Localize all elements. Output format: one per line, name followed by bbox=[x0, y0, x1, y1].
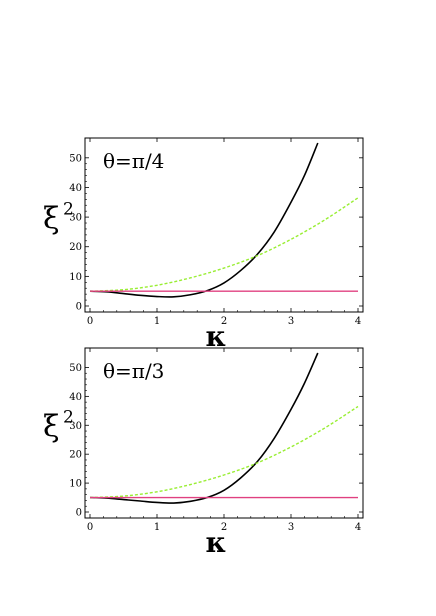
y-tick-label: 0 bbox=[76, 508, 82, 519]
theta-annotation: θ=π/4 bbox=[103, 149, 164, 173]
x-axis-label: κ bbox=[206, 320, 227, 353]
y-tick-label: 20 bbox=[69, 450, 82, 461]
green-dashed-curve bbox=[89, 405, 359, 499]
y-tick-label: 50 bbox=[69, 363, 82, 374]
series-group bbox=[89, 352, 359, 504]
y-tick-label: 30 bbox=[69, 421, 82, 432]
green-dashed-curve bbox=[89, 197, 359, 292]
x-axis-label: κ bbox=[206, 526, 227, 559]
x-tick-label: 4 bbox=[355, 316, 361, 327]
x-tick-label: 2 bbox=[221, 316, 227, 327]
x-tick-label: 2 bbox=[221, 522, 227, 533]
x-tick-label: 3 bbox=[288, 522, 294, 533]
y-tick-label: 0 bbox=[76, 302, 82, 313]
y-tick-label: 10 bbox=[69, 479, 82, 490]
y-tick-label: 50 bbox=[69, 153, 82, 164]
x-tick-label: 4 bbox=[355, 522, 361, 533]
y-axis-label-superscript: 2 bbox=[63, 199, 74, 219]
x-tick-label: 0 bbox=[87, 316, 93, 327]
y-tick-label: 40 bbox=[69, 392, 82, 403]
y-tick-label: 20 bbox=[69, 242, 82, 253]
theta-annotation: θ=π/3 bbox=[103, 359, 164, 383]
y-axis-label: ξ bbox=[43, 201, 60, 236]
x-tick-label: 0 bbox=[87, 522, 93, 533]
y-axis-label: ξ bbox=[43, 409, 60, 444]
x-tick-label: 1 bbox=[154, 522, 160, 533]
x-tick-label: 3 bbox=[288, 316, 294, 327]
x-tick-label: 1 bbox=[154, 316, 160, 327]
y-tick-label: 40 bbox=[69, 183, 82, 194]
series-group bbox=[89, 142, 359, 298]
y-axis-label-superscript: 2 bbox=[63, 407, 74, 427]
y-tick-label: 30 bbox=[69, 213, 82, 224]
y-tick-label: 10 bbox=[69, 272, 82, 283]
